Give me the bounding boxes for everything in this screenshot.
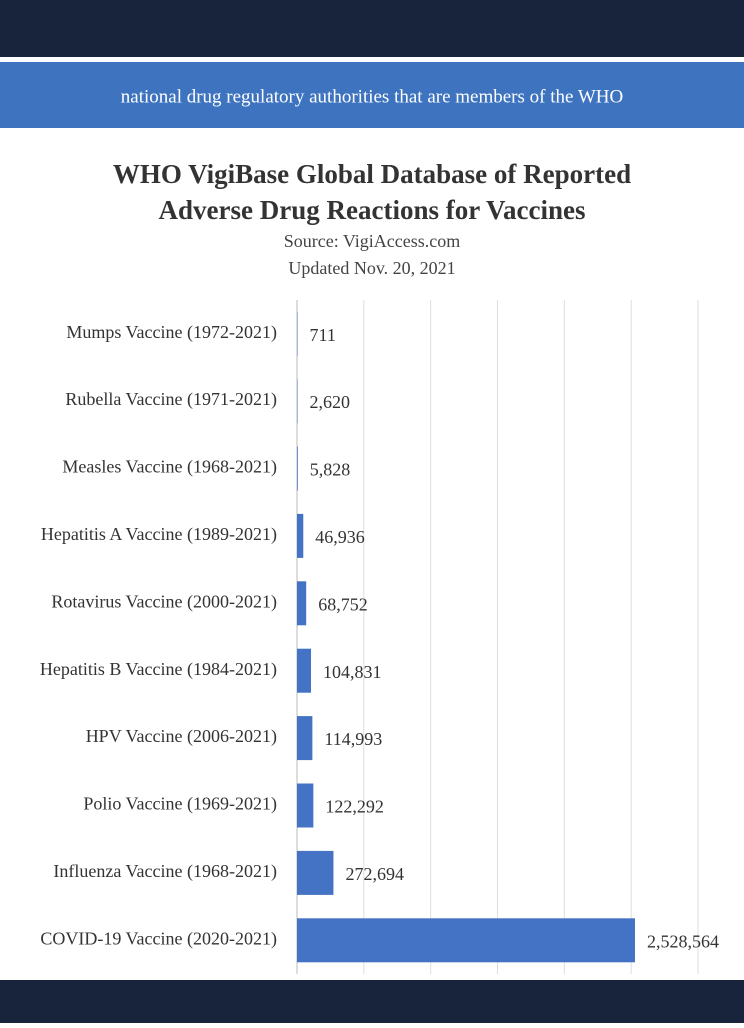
bar: [297, 446, 298, 491]
y-tick-label: Polio Vaccine (1969-2021): [83, 794, 277, 815]
y-tick-label: Mumps Vaccine (1972-2021): [66, 322, 277, 343]
bottom-bar: [0, 980, 744, 1023]
data-label: 122,292: [325, 797, 384, 817]
data-label: 2,620: [310, 392, 351, 412]
y-tick-label: Rotavirus Vaccine (2000-2021): [51, 591, 277, 612]
chart-subtitle: Source: VigiAccess.com: [284, 231, 461, 251]
bar: [297, 311, 298, 356]
bar: [297, 379, 298, 424]
bar: [297, 716, 313, 761]
chart-subtitle: Updated Nov. 20, 2021: [288, 258, 455, 278]
y-tick-label: HPV Vaccine (2006-2021): [86, 726, 277, 747]
banner: [0, 62, 744, 128]
data-label: 46,936: [315, 527, 365, 547]
bar: [297, 783, 314, 828]
data-label: 5,828: [310, 460, 351, 480]
data-label: 272,694: [345, 864, 404, 884]
y-tick-label: Influenza Vaccine (1968-2021): [53, 861, 277, 882]
chart-title: WHO VigiBase Global Database of Reported: [113, 159, 631, 189]
bar: [297, 850, 334, 895]
data-label: 68,752: [318, 594, 368, 614]
data-label: 104,831: [323, 662, 382, 682]
y-tick-label: Rubella Vaccine (1971-2021): [65, 389, 277, 410]
data-label: 2,528,564: [647, 931, 719, 951]
bar: [297, 648, 312, 693]
y-tick-label: Hepatitis B Vaccine (1984-2021): [40, 659, 277, 680]
bar: [297, 513, 304, 558]
y-tick-label: Hepatitis A Vaccine (1989-2021): [41, 524, 277, 545]
y-tick-label: COVID-19 Vaccine (2020-2021): [40, 928, 277, 949]
data-label: 711: [310, 325, 336, 345]
y-tick-label: Measles Vaccine (1968-2021): [62, 457, 277, 478]
top-bar: [0, 0, 744, 57]
chart-title: Adverse Drug Reactions for Vaccines: [159, 195, 586, 225]
banner-text: national drug regulatory authorities tha…: [121, 86, 623, 107]
bar: [297, 918, 635, 963]
bar: [297, 581, 307, 626]
data-label: 114,993: [324, 729, 382, 749]
